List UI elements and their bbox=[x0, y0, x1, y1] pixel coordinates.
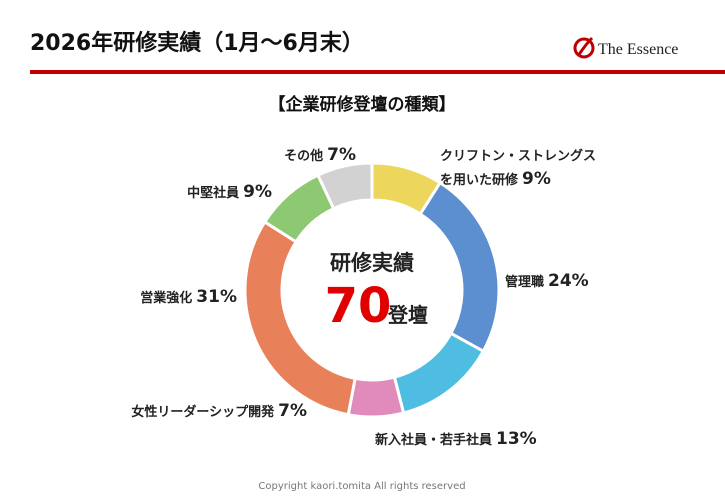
logo-text: The Essence bbox=[598, 41, 678, 58]
center-label: 研修実績 bbox=[330, 251, 414, 275]
segment-value: 13% bbox=[496, 429, 537, 449]
segment-name: 女性リーダーシップ開発 bbox=[131, 405, 275, 420]
logo-icon bbox=[573, 36, 595, 59]
segment-label: クリフトン・ストレングス を用いた研修 9% bbox=[440, 146, 596, 192]
segment-name: その他 bbox=[284, 149, 324, 164]
segment-label: 管理職 24% bbox=[505, 270, 589, 294]
segment-name: 中堅社員 bbox=[187, 186, 240, 201]
segment-name: クリフトン・ストレングス を用いた研修 bbox=[440, 149, 597, 188]
segment-name: 新入社員・若手社員 bbox=[375, 433, 493, 448]
segment-label: 新入社員・若手社員 13% bbox=[375, 428, 537, 452]
center-unit: 登壇 bbox=[387, 303, 428, 327]
segment-label: 営業強化 31% bbox=[140, 286, 237, 310]
slide-title: 2026年研修実績（1月～6月末） bbox=[30, 30, 364, 56]
segment-label: 女性リーダーシップ開発 7% bbox=[131, 400, 307, 424]
segment-value: 9% bbox=[522, 169, 551, 189]
donut-segment bbox=[392, 331, 486, 415]
donut-segment bbox=[346, 375, 406, 419]
segment-name: 管理職 bbox=[505, 275, 545, 290]
center-value: 70 bbox=[325, 278, 392, 334]
segment-value: 9% bbox=[243, 182, 272, 202]
segment-label: その他 7% bbox=[284, 144, 356, 168]
segment-value: 7% bbox=[278, 401, 307, 421]
donut-segment bbox=[315, 161, 374, 211]
donut-segment bbox=[418, 180, 501, 354]
segment-label: 中堅社員 9% bbox=[187, 181, 272, 205]
segment-name: 営業強化 bbox=[140, 291, 193, 306]
segment-value: 24% bbox=[548, 271, 589, 291]
segment-value: 31% bbox=[196, 287, 237, 307]
segment-value: 7% bbox=[327, 145, 356, 165]
footer: Copyright kaori.tomita All rights reserv… bbox=[258, 481, 465, 492]
title-rule bbox=[30, 70, 725, 74]
chart-title: 【企業研修登壇の種類】 bbox=[269, 94, 456, 115]
